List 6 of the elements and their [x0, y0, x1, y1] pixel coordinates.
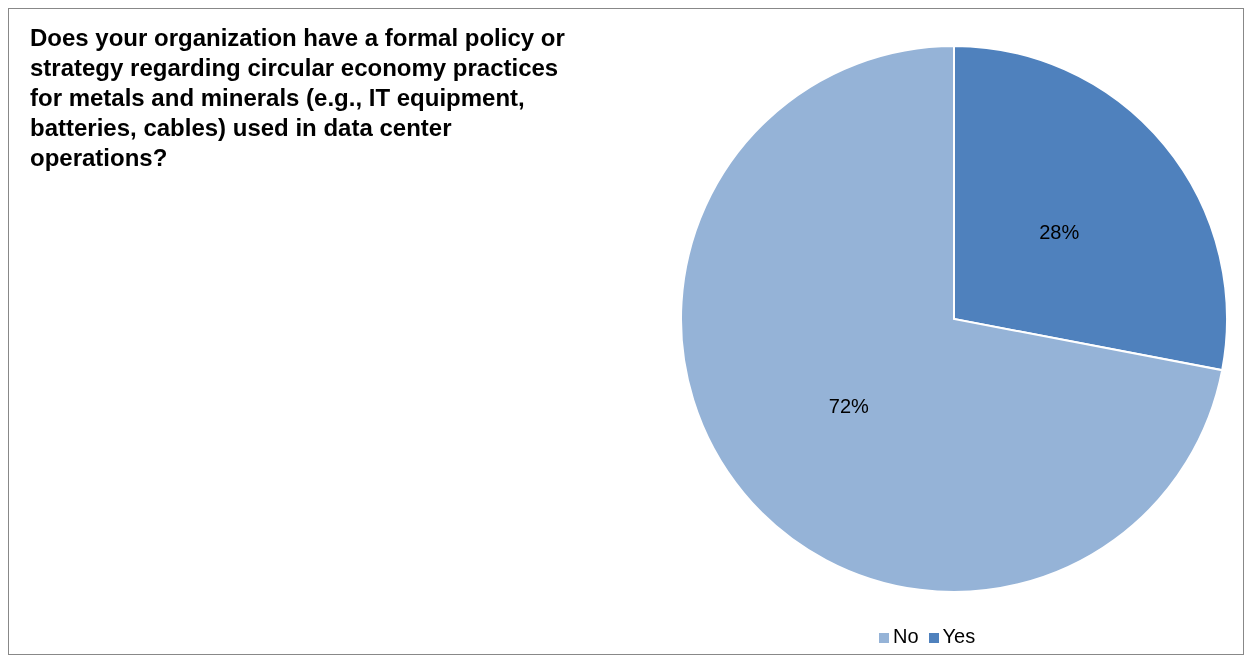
text: Does your organization have a formal policy or strategy regarding circular economy practices for metals and minerals (e.g., IT equipment, batteries, cables) used in data center operations? — [30, 23, 566, 173]
data-label: 28% — [1039, 220, 1080, 243]
data-label: 72% — [828, 395, 870, 418]
pie-slice — [680, 45, 1224, 593]
legend-label: No — [893, 625, 919, 647]
legend-label: Yes — [942, 625, 976, 647]
